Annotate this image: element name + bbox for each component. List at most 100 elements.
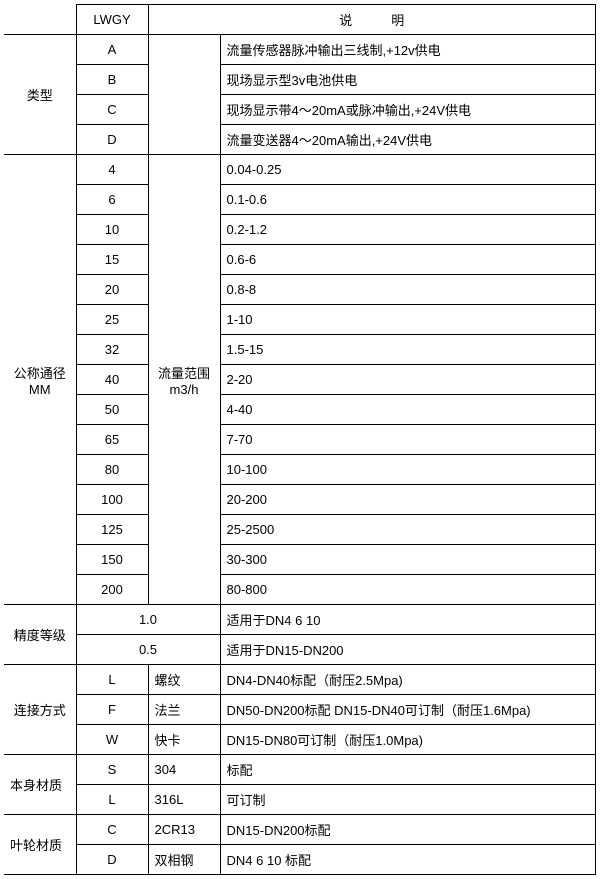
mat-name: 304 (148, 755, 220, 785)
range-label-1: 流量范围 (155, 363, 214, 382)
mat-desc: 标配 (220, 755, 596, 785)
conn-desc: DN4-DN40标配（耐压2.5Mpa) (220, 665, 596, 695)
table-row: F 法兰 DN50-DN200标配 DN15-DN40可订制（耐压1.6Mpa) (4, 695, 596, 725)
type-code: C (76, 95, 148, 125)
table-row: 32 1.5-15 (4, 335, 596, 365)
table-row: C 现场显示带4～20mA或脉冲输出,+24V供电 (4, 95, 596, 125)
accuracy-desc: 适用于DN15-DN200 (220, 635, 596, 665)
conn-code: F (76, 695, 148, 725)
table-row: 类型 A 流量传感器脉冲输出三线制,+12v供电 (4, 35, 596, 65)
table-row: 80 10-100 (4, 455, 596, 485)
dn-code: 40 (76, 365, 148, 395)
table-row: 40 2-20 (4, 365, 596, 395)
mat-code: L (76, 785, 148, 815)
section-type: 类型 (4, 35, 76, 155)
table-row: 10 0.2-1.2 (4, 215, 596, 245)
dn-val: 1-10 (220, 305, 596, 335)
dn-val: 20-200 (220, 485, 596, 515)
dn-code: 80 (76, 455, 148, 485)
table-row: 连接方式 L 螺纹 DN4-DN40标配（耐压2.5Mpa) (4, 665, 596, 695)
table-row: 精度等级 1.0 适用于DN4 6 10 (4, 605, 596, 635)
conn-code: L (76, 665, 148, 695)
table-row: 25 1-10 (4, 305, 596, 335)
range-label: 流量范围 m3/h (148, 155, 220, 605)
type-desc: 现场显示型3v电池供电 (220, 65, 596, 95)
imp-name: 双相钢 (148, 845, 220, 875)
table-row: 20 0.8-8 (4, 275, 596, 305)
type-code: A (76, 35, 148, 65)
mat-desc: 可订制 (220, 785, 596, 815)
dn-code: 10 (76, 215, 148, 245)
dn-code: 100 (76, 485, 148, 515)
section-accuracy: 精度等级 (4, 605, 76, 665)
table-row: D 双相钢 DN4 6 10 标配 (4, 845, 596, 875)
table-row: 0.5 适用于DN15-DN200 (4, 635, 596, 665)
conn-code: W (76, 725, 148, 755)
dn-code: 20 (76, 275, 148, 305)
imp-desc: DN4 6 10 标配 (220, 845, 596, 875)
dn-val: 80-800 (220, 575, 596, 605)
dn-code: 15 (76, 245, 148, 275)
range-label-2: m3/h (155, 382, 214, 397)
table-row: 125 25-2500 (4, 515, 596, 545)
imp-code: C (76, 815, 148, 845)
section-body-material: 本身材质 (4, 755, 76, 815)
section-nominal: 公称通径 MM (4, 155, 76, 605)
accuracy-desc: 适用于DN4 6 10 (220, 605, 596, 635)
table-row: 叶轮材质 C 2CR13 DN15-DN200标配 (4, 815, 596, 845)
dn-code: 150 (76, 545, 148, 575)
header-desc: 说 明 (148, 5, 596, 35)
type-code: B (76, 65, 148, 95)
dn-val: 0.6-6 (220, 245, 596, 275)
dn-val: 10-100 (220, 455, 596, 485)
imp-code: D (76, 845, 148, 875)
table-row: B 现场显示型3v电池供电 (4, 65, 596, 95)
type-desc: 流量变送器4～20mA输出,+24V供电 (220, 125, 596, 155)
table-row: 50 4-40 (4, 395, 596, 425)
dn-code: 4 (76, 155, 148, 185)
dn-code: 200 (76, 575, 148, 605)
table-row: W 快卡 DN15-DN80可订制（耐压1.0Mpa) (4, 725, 596, 755)
section-impeller-material: 叶轮材质 (4, 815, 76, 875)
type-desc: 现场显示带4～20mA或脉冲输出,+24V供电 (220, 95, 596, 125)
dn-val: 2-20 (220, 365, 596, 395)
nominal-label-2: MM (10, 382, 70, 397)
dn-code: 65 (76, 425, 148, 455)
table-row: LWGY 说 明 (4, 5, 596, 35)
dn-code: 32 (76, 335, 148, 365)
section-connection: 连接方式 (4, 665, 76, 755)
dn-val: 0.2-1.2 (220, 215, 596, 245)
conn-name: 快卡 (148, 725, 220, 755)
table-row: 150 30-300 (4, 545, 596, 575)
dn-code: 25 (76, 305, 148, 335)
table-row: 本身材质 S 304 标配 (4, 755, 596, 785)
dn-code: 125 (76, 515, 148, 545)
table-row: 公称通径 MM 4 流量范围 m3/h 0.04-0.25 (4, 155, 596, 185)
blank-cell (4, 5, 76, 35)
dn-val: 30-300 (220, 545, 596, 575)
imp-desc: DN15-DN200标配 (220, 815, 596, 845)
header-lwgy: LWGY (76, 5, 148, 35)
accuracy-grade: 1.0 (76, 605, 220, 635)
table-row: 15 0.6-6 (4, 245, 596, 275)
imp-name: 2CR13 (148, 815, 220, 845)
dn-val: 1.5-15 (220, 335, 596, 365)
conn-desc: DN15-DN80可订制（耐压1.0Mpa) (220, 725, 596, 755)
mat-code: S (76, 755, 148, 785)
dn-val: 4-40 (220, 395, 596, 425)
dn-val: 7-70 (220, 425, 596, 455)
dn-val: 0.8-8 (220, 275, 596, 305)
dn-val: 0.1-0.6 (220, 185, 596, 215)
conn-desc: DN50-DN200标配 DN15-DN40可订制（耐压1.6Mpa) (220, 695, 596, 725)
dn-val: 25-2500 (220, 515, 596, 545)
table-row: 65 7-70 (4, 425, 596, 455)
conn-name: 法兰 (148, 695, 220, 725)
table-row: D 流量变送器4～20mA输出,+24V供电 (4, 125, 596, 155)
conn-name: 螺纹 (148, 665, 220, 695)
dn-val: 0.04-0.25 (220, 155, 596, 185)
dn-code: 50 (76, 395, 148, 425)
accuracy-grade: 0.5 (76, 635, 220, 665)
type-code: D (76, 125, 148, 155)
blank-cell (148, 35, 220, 155)
table-row: 100 20-200 (4, 485, 596, 515)
